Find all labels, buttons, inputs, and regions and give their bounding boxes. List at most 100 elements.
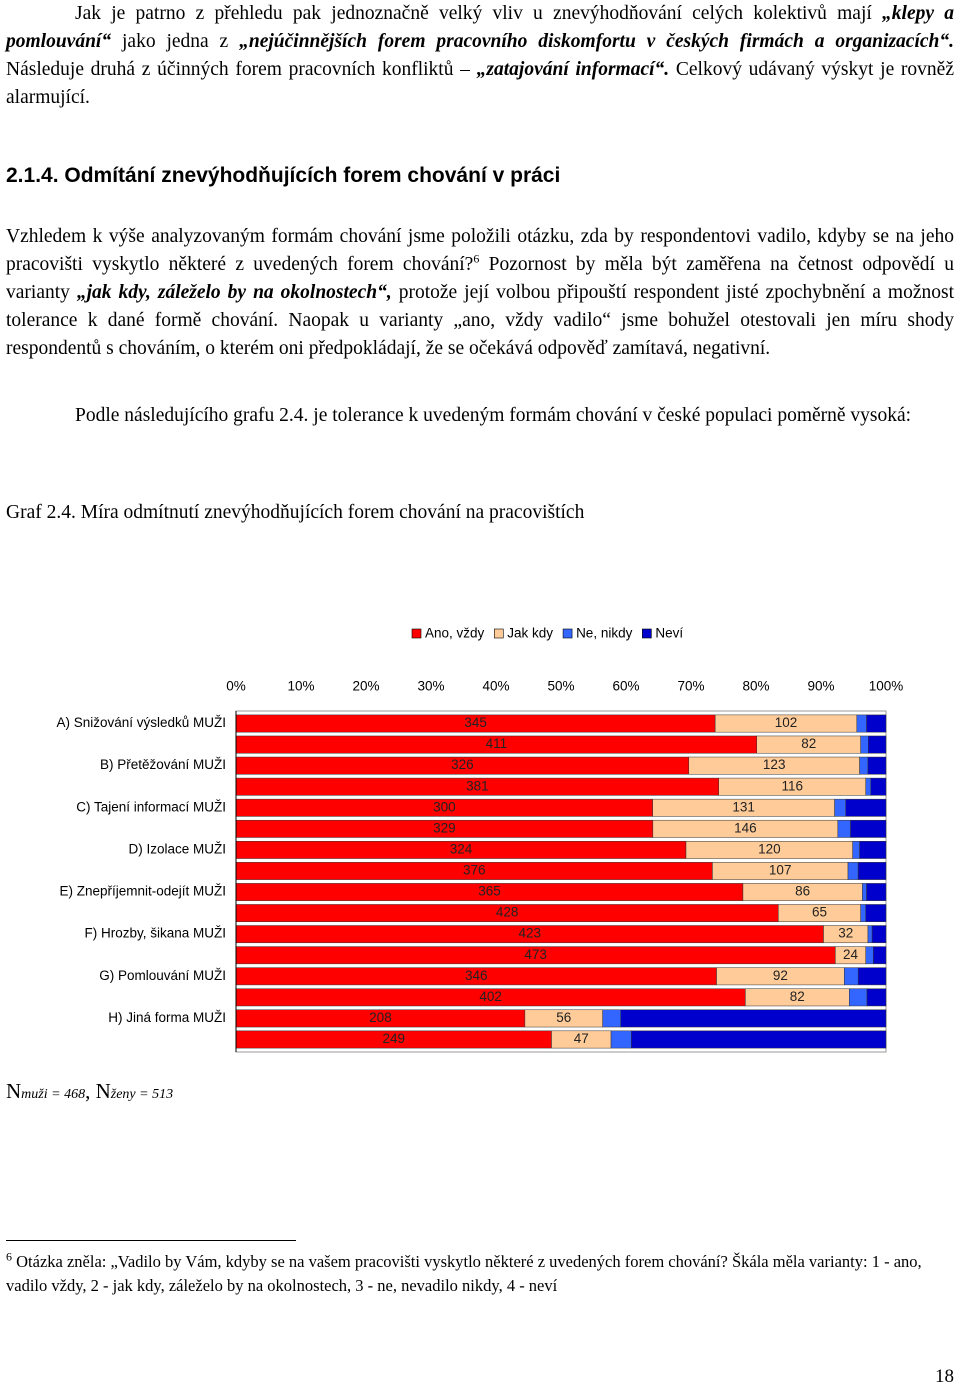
data-label: 102 [775, 715, 798, 730]
y-tick-label: E) Znepříjemnit-odejít MUŽI [59, 884, 226, 899]
chart: Ano, vždy Jak kdy Ne, nikdy Neví 0% 10% 20% 30%… [56, 626, 904, 1053]
x-tick-label: 90% [807, 679, 834, 694]
bar-segment [867, 925, 873, 944]
data-label: 249 [382, 1031, 405, 1046]
data-label: 24 [843, 947, 859, 962]
heading: 2.1.4. Odmítání znevýhodňujících forem c… [6, 164, 561, 187]
legend-label: Jak kdy [507, 626, 553, 641]
text-run: Vzhledem k výše analyzovaným formám chov… [6, 226, 954, 275]
bar-segment [857, 862, 887, 880]
bar-segment [860, 904, 866, 922]
text-run: muži = 468 [21, 1087, 86, 1102]
data-label: 324 [450, 841, 473, 856]
data-label: 208 [369, 1010, 392, 1025]
bar-segment [847, 862, 859, 880]
legend-swatch [411, 628, 422, 639]
legend-label: Ne, nikdy [576, 626, 633, 641]
bar-segment [865, 904, 887, 922]
paragraph: Vzhledem k výše analyzovaným formám chov… [6, 223, 954, 363]
bar-segment [845, 798, 887, 817]
sample-note: Nmuži = 468, Nženy = 513 [6, 1077, 954, 1109]
data-label: 131 [732, 799, 755, 814]
bar-segment [620, 1009, 887, 1028]
text-run: Celkový udávaný výskyt je rovněž alarmuj… [6, 59, 954, 108]
bar-segment [631, 1030, 887, 1049]
bar-segment [844, 967, 859, 986]
data-label: 56 [556, 1010, 571, 1025]
x-tick-label: 20% [352, 679, 379, 694]
footnote-rule [6, 1240, 296, 1241]
data-label: 428 [496, 905, 519, 920]
bar-segment [837, 819, 851, 838]
x-tick-label: 100% [869, 679, 904, 694]
footnote: 6 Otázka zněla: „Vadilo by Vám, kdyby se… [6, 1250, 954, 1298]
data-label: 423 [518, 926, 541, 941]
text-run: protože její volbou připouští respondent… [6, 282, 954, 359]
data-label: 47 [574, 1031, 589, 1046]
data-label: 120 [758, 841, 781, 856]
data-label: 92 [773, 968, 788, 983]
bar-segment [867, 756, 887, 775]
text-run: „nejúčinnějších forem pracovního diskomf… [239, 31, 954, 52]
data-label: 326 [451, 757, 474, 772]
text-run: Otázka zněla: „Vadilo by Vám, kdyby se n… [6, 1252, 922, 1295]
legend-swatch [642, 628, 652, 639]
y-tick-label: G) Pomlouvání MUŽI [99, 968, 226, 983]
bar-segment [849, 988, 868, 1007]
data-label: 146 [734, 820, 757, 835]
bar-segment [857, 967, 887, 986]
bar-segment [866, 883, 887, 901]
data-label: 32 [838, 926, 853, 941]
bar-segment [856, 714, 867, 733]
data-label: 300 [433, 799, 456, 814]
x-tick-label: 10% [287, 679, 314, 694]
x-tick-label: 30% [417, 679, 444, 694]
bar-segment [610, 1030, 632, 1049]
y-tick-label: C) Tajení informací MUŽI [76, 799, 226, 814]
bar-segment [852, 841, 860, 859]
bar-segment [865, 946, 874, 965]
bar-segment [865, 777, 872, 796]
data-label: 411 [486, 736, 508, 751]
legend-swatch [493, 628, 504, 639]
data-label: 107 [769, 863, 792, 878]
paragraph: Jak je patrno z přehledu pak jednoznačně… [6, 0, 954, 112]
bar-segment [860, 735, 869, 754]
y-tick-label: F) Hrozby, šikana MUŽI [84, 926, 226, 941]
text-run: Následuje druhá z účinných forem pracovn… [6, 59, 477, 80]
x-tick-label: 0% [226, 679, 246, 694]
footnote-mark: 6 [473, 251, 480, 266]
data-label: 82 [790, 989, 805, 1004]
text-run: , N [85, 1079, 111, 1103]
bar-segment [871, 925, 887, 944]
bar-segment [859, 756, 869, 775]
caption: Graf 2.4. Míra odmítnutí znevýhodňujícíc… [6, 502, 585, 523]
data-label: 123 [763, 757, 786, 772]
y-tick-label: B) Přetěžování MUŽI [100, 757, 226, 772]
text-run: „jak kdy, záleželo by na okolnostech“, [76, 282, 392, 303]
legend-label: Ano, vždy [425, 626, 485, 641]
bar-segment [873, 946, 887, 965]
data-label: 376 [463, 863, 486, 878]
y-tick-label: H) Jiná forma MUŽI [108, 1010, 226, 1025]
text-run: „klepy a pomlouvání“ [6, 3, 954, 52]
data-label: 402 [479, 989, 502, 1004]
data-label: 86 [795, 884, 810, 899]
x-tick-label: 60% [612, 679, 639, 694]
bar-segment [834, 798, 846, 817]
bar-segment [866, 714, 887, 733]
text-run: ženy = 513 [110, 1087, 174, 1102]
data-label: 65 [812, 905, 827, 920]
text-run: Pozornost by měla být zaměřena na četnos… [6, 254, 954, 303]
bar-segment [859, 841, 887, 859]
y-tick-label: D) Izolace MUŽI [128, 841, 226, 856]
data-label: 381 [466, 778, 489, 793]
footnote-mark: 6 [6, 1249, 12, 1264]
bar-segment [870, 777, 887, 796]
page-number: 18 [935, 1366, 954, 1387]
data-label: 346 [465, 968, 488, 983]
bar-segment [602, 1009, 621, 1028]
data-label: 345 [464, 715, 487, 730]
bar-segment [862, 883, 867, 901]
